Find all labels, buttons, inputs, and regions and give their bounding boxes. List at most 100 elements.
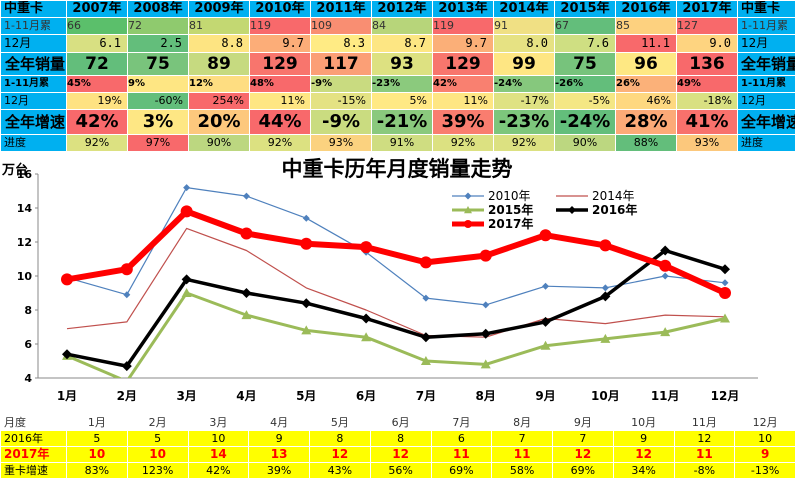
month-cell: 9月 — [552, 414, 614, 431]
summary-cell: 8.8 — [188, 34, 250, 53]
summary-table: 中重卡 2007年 2008年 2009年 2010年 2011年 2012年 2013年 20… — [0, 0, 795, 152]
series-line — [66, 186, 726, 306]
summary-cell: 91 — [493, 17, 555, 35]
summary-header-row: 中重卡 2007年 2008年 2009年 2010年 2011年 2012年 2013年 20… — [0, 0, 795, 18]
data-point — [480, 328, 491, 339]
header-right-label: 中重卡 — [737, 0, 795, 18]
data-point — [600, 291, 611, 302]
summary-cell: 81 — [188, 17, 250, 35]
row-label: 全年销量 — [0, 52, 67, 76]
row-right-label: 进度 — [737, 134, 795, 152]
summary-cell: 6.1 — [66, 34, 128, 53]
data-point — [540, 340, 551, 350]
summary-cell: 11.1 — [615, 34, 677, 53]
summary-cell: -21% — [371, 109, 433, 135]
series-line — [66, 227, 726, 338]
summary-row: 全年增速 42% 3% 20% 44% -9% -21% 39% -23% -24% 28% 41% 全… — [0, 109, 795, 135]
monthly-cell: 5 — [66, 430, 128, 447]
monthly-cell: 69% — [430, 462, 493, 479]
data-point — [181, 274, 192, 285]
summary-cell: -18% — [676, 92, 738, 110]
monthly-row-label: 重卡增速 — [0, 462, 67, 479]
y-tick-label: 6 — [24, 338, 32, 351]
summary-cell: 7.6 — [554, 34, 616, 53]
monthly-cell: 7 — [552, 430, 614, 447]
summary-cell: 127 — [676, 17, 738, 35]
x-tick-label: 5月 — [296, 389, 316, 403]
summary-cell: 119 — [249, 17, 311, 35]
summary-cell: 9.7 — [432, 34, 494, 53]
data-point — [241, 288, 252, 298]
summary-cell: 119 — [432, 17, 494, 35]
summary-cell: 49% — [676, 75, 738, 93]
row-label: 1-11月累 — [0, 75, 67, 93]
x-tick-label: 10月 — [591, 389, 620, 403]
summary-cell: 109 — [310, 17, 372, 35]
x-tick-label: 11月 — [651, 389, 680, 403]
monthly-cell: 13 — [248, 446, 310, 463]
summary-cell: -23% — [371, 75, 433, 93]
row-right-label: 1-11月累 — [737, 75, 795, 93]
summary-cell: -5% — [554, 92, 616, 110]
data-point — [301, 325, 312, 335]
data-point — [301, 298, 312, 309]
data-point — [539, 229, 552, 242]
year-header: 2008年 — [127, 0, 189, 18]
summary-cell: 66 — [66, 17, 128, 35]
y-tick-label: 16 — [17, 168, 33, 181]
summary-cell: 91% — [371, 134, 433, 152]
data-point — [482, 301, 490, 309]
data-point — [600, 333, 611, 343]
data-point — [121, 361, 132, 372]
line-chart: 中重卡历年月度销量走势 万台 4 6 8 10 12 14 16 1月 2月 3月 4月 5月 6月 7月 8月… — [0, 148, 795, 412]
y-tick-label: 8 — [24, 304, 32, 317]
month-cell: 10月 — [612, 414, 675, 431]
data-point — [661, 272, 669, 280]
data-point — [123, 291, 131, 299]
data-point — [660, 245, 671, 256]
data-point — [601, 284, 609, 292]
summary-cell: 92% — [66, 134, 128, 152]
row-label: 进度 — [0, 134, 67, 152]
summary-cell: 44% — [249, 109, 311, 135]
summary-cell: 72 — [66, 52, 128, 76]
month-cell: 2月 — [126, 414, 189, 431]
data-point — [361, 332, 372, 342]
month-row: 月度 1月 2月 3月 4月 5月 6月 7月 8月 9月 10月 11月 12月 — [0, 414, 795, 431]
summary-cell: 48% — [249, 75, 311, 93]
legend-label: 2015年 — [488, 202, 533, 217]
y-axis-label: 万台 — [1, 162, 28, 178]
data-point — [361, 313, 372, 324]
summary-cell: 3% — [127, 109, 189, 135]
monthly-row: 重卡增速 83% 123% 42% 39% 43% 56% 69% 58% 69% 34% -8% -1… — [0, 462, 795, 479]
monthly-cell: 56% — [369, 462, 432, 479]
year-header: 2009年 — [188, 0, 250, 18]
row-label: 12月 — [0, 92, 67, 110]
summary-cell: 84 — [371, 17, 433, 35]
data-point — [720, 264, 730, 275]
summary-cell: 129 — [432, 52, 494, 76]
summary-cell: 5% — [371, 92, 433, 110]
summary-cell: 99 — [493, 52, 555, 76]
summary-cell: 19% — [66, 92, 128, 110]
monthly-cell: 10 — [66, 446, 128, 463]
data-point — [180, 205, 193, 218]
summary-cell: 97% — [127, 134, 189, 152]
y-tick-label: 10 — [17, 270, 33, 283]
year-header: 2016年 — [615, 0, 677, 18]
month-cell: 7月 — [430, 414, 493, 431]
x-tick-label: 8月 — [476, 389, 496, 403]
summary-cell: 45% — [66, 75, 128, 93]
month-cell: 3月 — [187, 414, 250, 431]
monthly-cell: 11 — [491, 446, 553, 463]
data-point — [302, 214, 310, 222]
data-point — [62, 349, 72, 360]
data-point — [61, 273, 73, 286]
summary-cell: -26% — [554, 75, 616, 93]
data-point — [242, 192, 250, 200]
x-tick-label: 12月 — [711, 389, 740, 403]
chart-canvas: 中重卡历年月度销量走势 万台 4 6 8 10 12 14 16 1月 2月 3月 4月 5月 6月 7月 8月… — [1, 157, 758, 403]
summary-row: 1-11月累 66 72 81 119 109 84 119 91 67 85 127 1-11月累 — [0, 17, 795, 35]
year-header: 2007年 — [66, 0, 128, 18]
legend-marker — [568, 206, 576, 214]
